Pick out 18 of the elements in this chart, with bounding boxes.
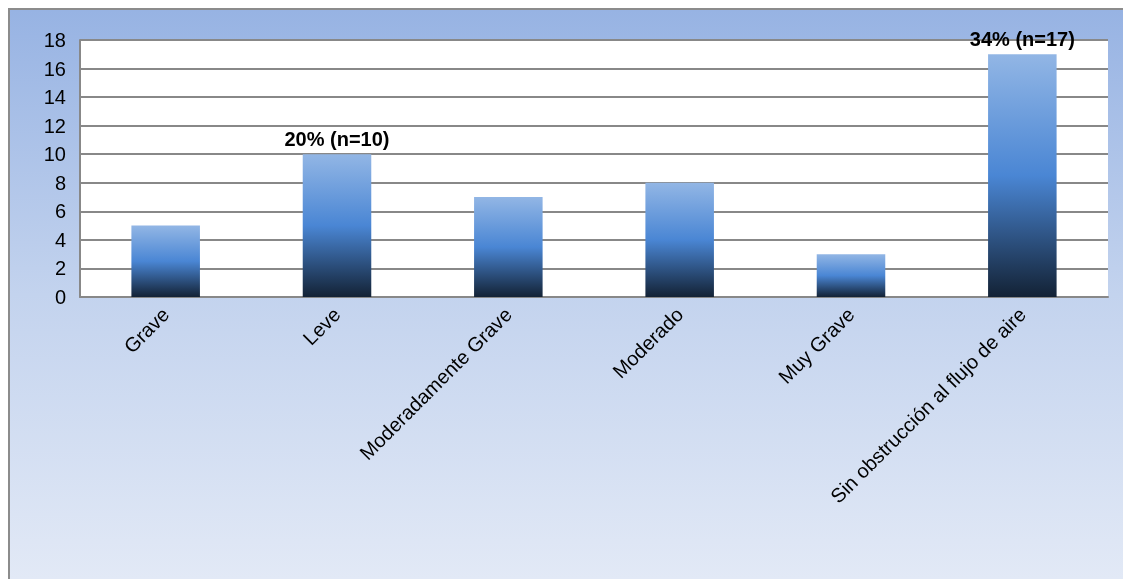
bar — [131, 225, 200, 297]
y-tick-label: 14 — [43, 86, 66, 109]
y-tick-label: 12 — [43, 114, 66, 137]
y-tick-label: 4 — [54, 228, 66, 251]
data-label: 34% (n=17) — [969, 28, 1075, 51]
y-tick-label: 18 — [43, 29, 66, 51]
y-tick-label: 16 — [43, 57, 66, 80]
bar — [302, 154, 372, 297]
bar — [474, 197, 543, 297]
bar — [816, 254, 886, 297]
bar — [645, 182, 714, 297]
y-tick-label: 2 — [54, 257, 66, 280]
bar — [988, 54, 1057, 297]
data-label: 20% (n=10) — [284, 128, 390, 151]
y-tick-label: 0 — [54, 286, 66, 308]
y-tick-label: 8 — [54, 171, 66, 194]
y-tick-label: 10 — [43, 143, 66, 166]
y-tick-label: 6 — [54, 200, 66, 223]
